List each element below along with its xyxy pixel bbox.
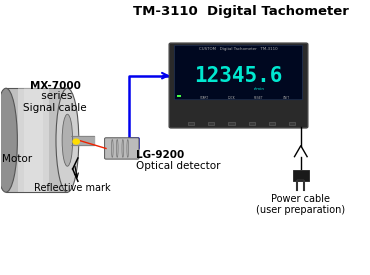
Text: Power cable: Power cable — [271, 194, 330, 204]
Text: series
Signal cable: series Signal cable — [23, 91, 87, 112]
Bar — [249, 122, 255, 125]
Text: r/min: r/min — [254, 87, 265, 90]
Bar — [297, 178, 304, 181]
Bar — [18, 88, 49, 192]
Circle shape — [73, 139, 79, 144]
Bar — [293, 170, 309, 181]
Text: Reflective mark: Reflective mark — [34, 183, 111, 193]
FancyBboxPatch shape — [169, 43, 308, 128]
FancyBboxPatch shape — [105, 138, 139, 159]
FancyBboxPatch shape — [174, 45, 303, 100]
Text: RESET: RESET — [254, 95, 263, 100]
Bar — [269, 122, 275, 125]
Bar — [208, 122, 214, 125]
Text: START: START — [200, 95, 209, 100]
FancyBboxPatch shape — [6, 88, 67, 192]
Text: Optical detector: Optical detector — [136, 150, 220, 171]
Bar — [228, 122, 235, 125]
Bar — [176, 95, 181, 97]
Bar — [24, 88, 43, 192]
Text: MX-7000: MX-7000 — [30, 81, 81, 91]
Ellipse shape — [56, 88, 79, 192]
Text: Motor: Motor — [3, 154, 33, 164]
Bar — [188, 122, 194, 125]
Text: LG-9200: LG-9200 — [136, 150, 184, 160]
Text: TM-3110  Digital Tachometer: TM-3110 Digital Tachometer — [133, 5, 349, 18]
Text: CUSTOM   Digital Tachometer   TM-3110: CUSTOM Digital Tachometer TM-3110 — [199, 47, 278, 51]
Text: 12345.6: 12345.6 — [194, 66, 283, 86]
Text: (user preparation): (user preparation) — [256, 194, 345, 215]
Ellipse shape — [62, 114, 73, 166]
Bar — [289, 122, 295, 125]
Text: LOCK: LOCK — [228, 95, 236, 100]
Ellipse shape — [0, 88, 17, 192]
Text: UNIT: UNIT — [282, 95, 289, 100]
